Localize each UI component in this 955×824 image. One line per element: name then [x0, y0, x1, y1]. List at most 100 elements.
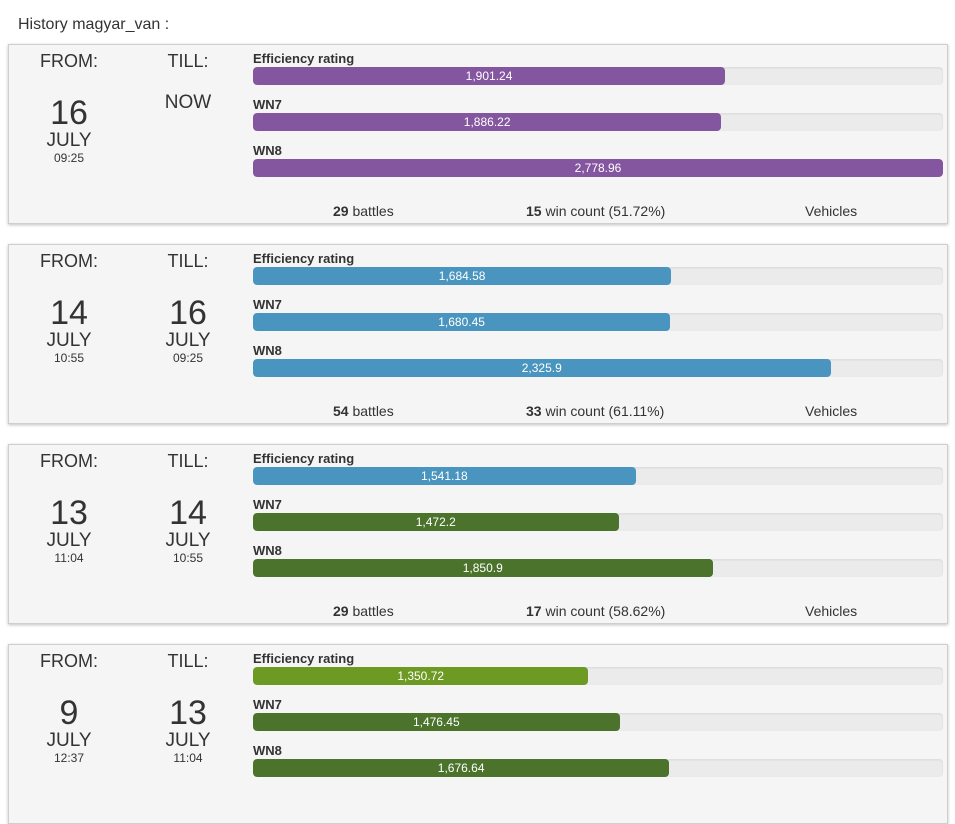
progress-track: 1,850.9 — [253, 559, 943, 577]
progress-track: 2,325.9 — [253, 359, 943, 377]
progress-fill: 1,886.22 — [253, 113, 722, 131]
till-column: TILL: 14 JULY 10:55 — [128, 445, 248, 565]
history-period-panel: FROM: 13 JULY 11:04 TILL: 14 JULY 10:55 … — [8, 444, 948, 624]
progress-track: 1,886.22 — [253, 113, 943, 131]
till-label: TILL: — [167, 651, 209, 671]
progress-track: 1,676.64 — [253, 759, 943, 777]
till-day: 14 — [169, 494, 207, 532]
progress-fill: 2,325.9 — [253, 359, 831, 377]
metric-efficiency: Efficiency rating 1,350.72 — [253, 651, 943, 697]
from-time: 12:37 — [53, 751, 85, 765]
metric-label: WN8 — [253, 743, 282, 758]
metric-bars: Efficiency rating 1,901.24 WN7 1,886.22 … — [253, 51, 943, 189]
metric-wn8: WN8 1,850.9 — [253, 543, 943, 589]
progress-track: 1,541.18 — [253, 467, 943, 485]
till-time: 10:55 — [172, 551, 204, 565]
till-label: TILL: — [167, 451, 209, 471]
metric-wn7: WN7 1,886.22 — [253, 97, 943, 143]
vehicles-link[interactable]: Vehicles — [805, 403, 858, 419]
progress-fill: 1,541.18 — [253, 467, 636, 485]
battles-count: 29 battles — [333, 203, 394, 219]
metric-label: WN8 — [253, 543, 282, 558]
from-time: 11:04 — [54, 551, 84, 565]
from-column: FROM: 16 JULY 09:25 — [9, 45, 129, 165]
metric-wn8: WN8 1,676.64 — [253, 743, 943, 789]
metric-label: WN7 — [253, 497, 282, 512]
till-label: TILL: — [167, 51, 209, 71]
metric-bars: Efficiency rating 1,684.58 WN7 1,680.45 … — [253, 251, 943, 389]
from-time: 09:25 — [53, 151, 85, 165]
till-column: TILL: NOW — [128, 45, 248, 113]
progress-fill: 1,684.58 — [253, 267, 672, 285]
metric-bars: Efficiency rating 1,350.72 WN7 1,476.45 … — [253, 651, 943, 789]
till-label: TILL: — [167, 251, 209, 271]
from-month: JULY — [46, 530, 92, 551]
progress-fill: 2,778.96 — [253, 159, 943, 177]
battles-count: 54 battles — [333, 403, 394, 419]
metric-efficiency: Efficiency rating 1,901.24 — [253, 51, 943, 97]
from-label: FROM: — [40, 251, 98, 271]
metric-label: Efficiency rating — [253, 451, 355, 466]
vehicles-link[interactable]: Vehicles — [805, 603, 858, 619]
metric-label: Efficiency rating — [253, 251, 355, 266]
from-label: FROM: — [40, 451, 98, 471]
metric-label: WN8 — [253, 343, 282, 358]
page-title: History magyar_van : — [18, 16, 170, 33]
from-column: FROM: 13 JULY 11:04 — [9, 445, 129, 565]
metric-label: WN8 — [253, 143, 282, 158]
till-month: JULY — [165, 730, 211, 751]
till-time: 11:04 — [173, 751, 203, 765]
history-period-panel: FROM: 16 JULY 09:25 TILL: NOW Efficiency… — [8, 44, 948, 224]
metric-label: Efficiency rating — [253, 651, 355, 666]
history-period-panel: FROM: 14 JULY 10:55 TILL: 16 JULY 09:25 … — [8, 244, 948, 424]
progress-fill: 1,850.9 — [253, 559, 713, 577]
metric-wn8: WN8 2,778.96 — [253, 143, 943, 189]
metric-label: Efficiency rating — [253, 51, 355, 66]
progress-track: 1,476.45 — [253, 713, 943, 731]
till-column: TILL: 16 JULY 09:25 — [128, 245, 248, 365]
history-period-panel: FROM: 9 JULY 12:37 TILL: 13 JULY 11:04 E… — [8, 644, 948, 824]
from-month: JULY — [46, 730, 92, 751]
metric-efficiency: Efficiency rating 1,541.18 — [253, 451, 943, 497]
metric-efficiency: Efficiency rating 1,684.58 — [253, 251, 943, 297]
win-count: 17 win count (58.62%) — [526, 603, 666, 619]
metric-label: WN7 — [253, 697, 282, 712]
vehicles-link[interactable]: Vehicles — [805, 203, 858, 219]
win-count: 33 win count (61.11%) — [526, 403, 665, 419]
progress-track: 1,901.24 — [253, 67, 943, 85]
from-day: 9 — [59, 694, 79, 732]
progress-fill: 1,476.45 — [253, 713, 620, 731]
till-column: TILL: 13 JULY 11:04 — [128, 645, 248, 765]
till-day: 16 — [169, 294, 207, 332]
till-day: 13 — [169, 694, 207, 732]
from-day: 14 — [50, 294, 88, 332]
from-time: 10:55 — [53, 351, 85, 365]
metric-label: WN7 — [253, 297, 282, 312]
progress-fill: 1,901.24 — [253, 67, 726, 85]
progress-track: 1,350.72 — [253, 667, 943, 685]
metric-wn8: WN8 2,325.9 — [253, 343, 943, 389]
metric-bars: Efficiency rating 1,541.18 WN7 1,472.2 W… — [253, 451, 943, 589]
from-column: FROM: 9 JULY 12:37 — [9, 645, 129, 765]
from-column: FROM: 14 JULY 10:55 — [9, 245, 129, 365]
battles-count: 29 battles — [333, 603, 394, 619]
from-day: 13 — [50, 494, 88, 532]
from-label: FROM: — [40, 651, 98, 671]
win-count: 15 win count (51.72%) — [526, 203, 666, 219]
from-month: JULY — [46, 330, 92, 351]
progress-track: 1,684.58 — [253, 267, 943, 285]
from-day: 16 — [50, 94, 88, 132]
progress-fill: 1,680.45 — [253, 313, 671, 331]
till-month: JULY — [165, 330, 211, 351]
progress-track: 2,778.96 — [253, 159, 943, 177]
progress-fill: 1,676.64 — [253, 759, 670, 777]
metric-wn7: WN7 1,472.2 — [253, 497, 943, 543]
progress-track: 1,472.2 — [253, 513, 943, 531]
progress-track: 1,680.45 — [253, 313, 943, 331]
till-now: NOW — [164, 92, 212, 113]
metric-wn7: WN7 1,476.45 — [253, 697, 943, 743]
progress-fill: 1,350.72 — [253, 667, 589, 685]
till-month: JULY — [165, 530, 211, 551]
progress-fill: 1,472.2 — [253, 513, 619, 531]
metric-wn7: WN7 1,680.45 — [253, 297, 943, 343]
